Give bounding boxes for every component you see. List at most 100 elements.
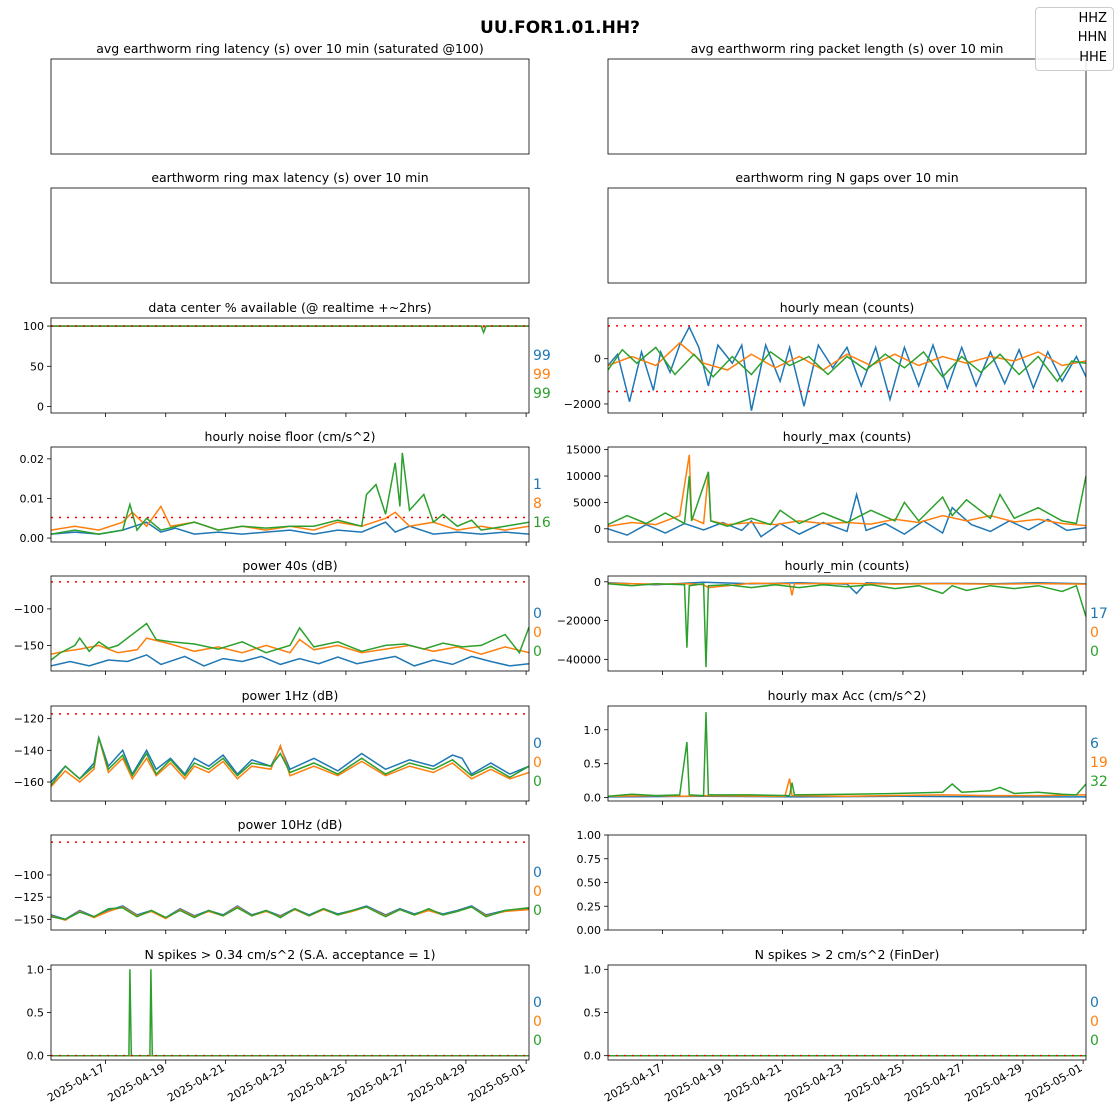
plot-frame (607, 705, 1087, 802)
plot-frame (50, 187, 530, 284)
count-label-hhe: 0 (533, 774, 542, 790)
series-line-hhz (608, 491, 1086, 538)
series-line-hhe (51, 325, 529, 335)
y-tick-label: 0.5 (27, 1007, 45, 1020)
series-line-hhz (51, 521, 529, 535)
y-tick-label: −125 (14, 891, 44, 904)
x-tick-label: 2025-04-25 (843, 1061, 905, 1104)
plot-frame (607, 58, 1087, 155)
plot-frame (607, 834, 1087, 931)
subplot-title: hourly_max (counts) (783, 429, 912, 444)
series-line-hhn (51, 737, 529, 788)
plot-frame (50, 964, 530, 1061)
plot-frame (607, 446, 1087, 543)
legend-entry-hhe: HHE (1079, 50, 1107, 65)
x-tick-label: 2025-04-29 (406, 1061, 468, 1104)
subplot-title: N spikes > 0.34 cm/s^2 (S.A. acceptance … (144, 947, 435, 962)
subplot-p40: power 40s (dB) −150 −100 0 0 0 (14, 558, 542, 675)
count-label-hhz: 0 (1090, 995, 1099, 1011)
subplot-p51: hourly max Acc (cm/s^2) 0.0 0.5 1.0 6 19 32 (584, 688, 1108, 805)
subplot-title: data center % available (@ realtime +~2h… (148, 300, 431, 315)
y-tick-label: −100 (14, 603, 44, 616)
count-label-hhe: 16 (533, 515, 551, 531)
series-line-hhn (51, 906, 529, 922)
count-label-hhn: 0 (533, 1014, 542, 1030)
count-label-hhz: 0 (533, 865, 542, 881)
subplot-title: power 10Hz (dB) (238, 817, 343, 832)
count-label-hhz: 17 (1090, 606, 1108, 622)
count-label-hhe: 0 (533, 903, 542, 919)
y-tick-label: −150 (14, 913, 44, 926)
series-line-hhe (51, 737, 529, 786)
plot-frame (607, 317, 1087, 414)
y-tick-label: 0 (594, 523, 601, 536)
y-tick-label: 1.0 (584, 963, 602, 976)
subplot-p00: avg earthworm ring latency (s) over 10 m… (50, 41, 530, 155)
y-tick-label: 1.00 (577, 829, 602, 842)
count-label-hhe: 32 (1090, 774, 1108, 790)
subplot-p10: earthworm ring max latency (s) over 10 m… (50, 170, 530, 284)
subplot-p31: hourly_max (counts) 0 5000 10000 15000 (566, 429, 1087, 546)
count-label-hhe: 0 (1090, 1033, 1099, 1049)
series-line-hhe (608, 346, 1086, 383)
subplot-title: power 1Hz (dB) (242, 688, 339, 703)
x-tick-label: 2025-04-17 (45, 1061, 107, 1104)
y-tick-label: −160 (14, 776, 44, 789)
y-tick-label: −20000 (557, 615, 601, 628)
count-label-hhn: 0 (1090, 1014, 1099, 1030)
y-tick-label: −150 (14, 639, 44, 652)
series-line-hhe (608, 582, 1086, 668)
y-tick-label: 0.00 (20, 532, 45, 545)
figure-title: UU.FOR1.01.HH? (480, 18, 640, 38)
x-tick-label: 2025-04-27 (902, 1061, 964, 1104)
subplot-p70: N spikes > 0.34 cm/s^2 (S.A. acceptance … (27, 947, 542, 1105)
y-tick-label: 0 (594, 353, 601, 366)
count-label-hhe: 0 (533, 1033, 542, 1049)
y-tick-label: 50 (30, 360, 44, 373)
y-tick-label: 10000 (566, 470, 601, 483)
y-tick-label: 0.02 (20, 453, 45, 466)
y-tick-label: 0.75 (577, 853, 602, 866)
series-line-hhe (51, 622, 529, 661)
plot-frame (50, 834, 530, 931)
series-line-hhe (608, 471, 1086, 527)
x-tick-label: 2025-04-21 (722, 1061, 784, 1104)
y-tick-label: 0.0 (584, 792, 602, 805)
subplot-title: hourly_min (counts) (785, 558, 910, 573)
subplot-p11: earthworm ring N gaps over 10 min (607, 170, 1087, 284)
x-tick-label: 2025-04-23 (225, 1061, 287, 1104)
subplot-title: power 40s (dB) (242, 558, 337, 573)
x-tick-label: 2025-04-17 (602, 1061, 664, 1104)
y-tick-label: 0.5 (584, 758, 602, 771)
x-tick-label: 2025-05-01 (466, 1061, 528, 1104)
y-tick-label: 0.25 (577, 900, 602, 913)
x-tick-label: 2025-04-21 (165, 1061, 227, 1104)
plot-frame (50, 58, 530, 155)
plot-frame (50, 317, 530, 414)
count-label-hhe: 99 (533, 386, 551, 402)
subplot-p20: data center % available (@ realtime +~2h… (23, 300, 551, 417)
y-tick-label: −2000 (564, 398, 601, 411)
legend: HHZ HHN HHE (1035, 7, 1114, 71)
y-tick-label: 5000 (573, 496, 601, 509)
count-label-hhn: 99 (533, 367, 551, 383)
y-tick-label: −140 (14, 744, 44, 757)
plot-frame (607, 187, 1087, 284)
count-label-hhz: 0 (533, 606, 542, 622)
subplot-title: earthworm ring N gaps over 10 min (735, 170, 958, 185)
y-tick-label: 100 (23, 320, 44, 333)
subplot-title: earthworm ring max latency (s) over 10 m… (151, 170, 428, 185)
x-tick-label: 2025-04-27 (345, 1061, 407, 1104)
y-tick-label: 0 (594, 576, 601, 589)
subplot-title: hourly noise floor (cm/s^2) (205, 429, 376, 444)
y-tick-label: 0.5 (584, 1007, 602, 1020)
count-label-hhe: 0 (1090, 644, 1099, 660)
subplot-p50: power 1Hz (dB) −160 −140 −120 0 0 0 (14, 688, 542, 805)
subplot-p41: hourly_min (counts) −40000 −20000 0 17 0 0 (557, 558, 1108, 675)
subplot-p21: hourly mean (counts) −2000 0 (564, 300, 1087, 417)
series-line-hhn (608, 582, 1086, 596)
plot-frame (50, 705, 530, 802)
y-tick-label: 1.0 (584, 724, 602, 737)
subplot-p30: hourly noise floor (cm/s^2) 0.00 0.01 0.02 1… (20, 429, 551, 546)
